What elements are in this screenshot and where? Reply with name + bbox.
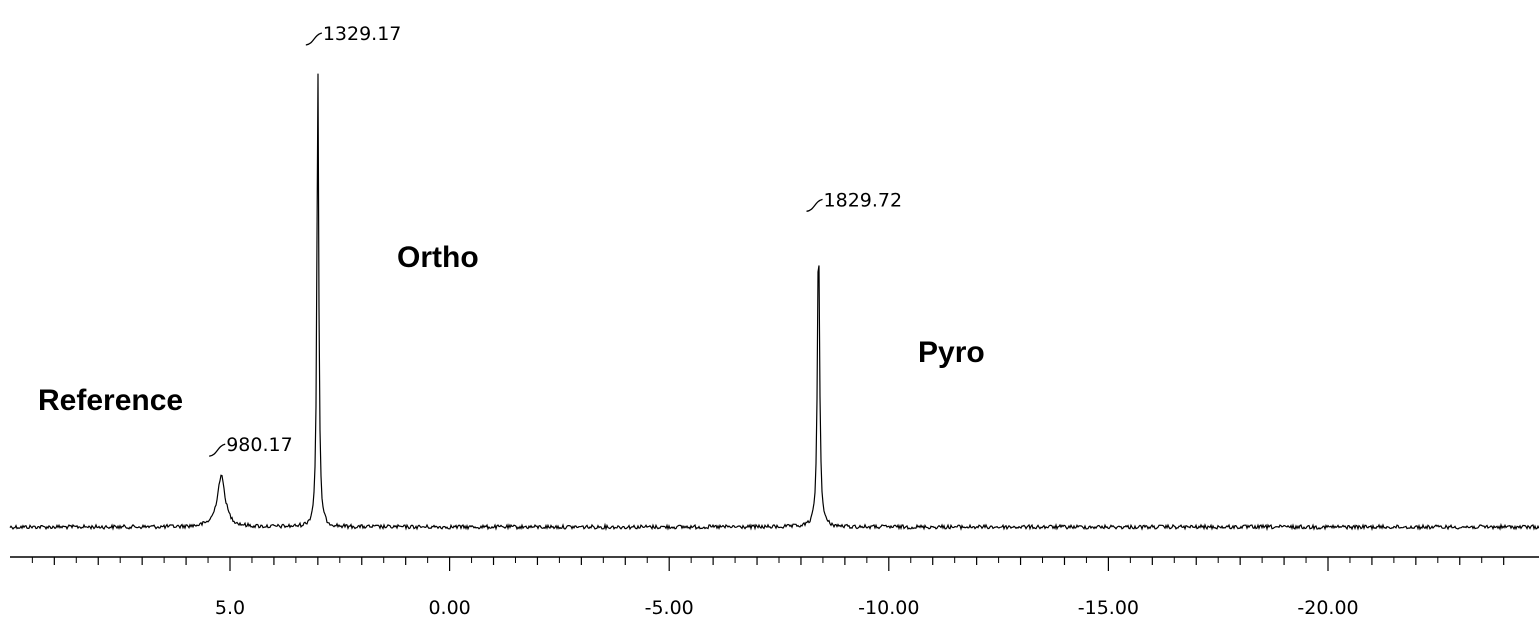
x-tick-label: -5.00 [645, 597, 694, 619]
integral-curves [209, 32, 823, 457]
pyro-label: Pyro [918, 336, 985, 369]
integral-curve-2 [305, 32, 323, 46]
spectrum-trace [9, 73, 1539, 532]
x-tick-label: 0.00 [428, 597, 470, 619]
x-axis-ticks [31, 557, 1505, 571]
integral-label-1: 980.17 [226, 434, 292, 456]
reference-label: Reference [38, 384, 183, 417]
x-axis-tick-labels: 5.0 0.00 -5.00 -10.00 -15.00 -20.00 [215, 597, 1359, 619]
integral-labels: 980.17 1329.17 1829.72 [226, 23, 902, 456]
x-tick-label: -10.00 [858, 597, 919, 619]
integral-curve-1 [209, 443, 226, 457]
x-tick-label: 5.0 [215, 597, 245, 619]
integral-curve-3 [806, 198, 823, 212]
integral-label-3: 1829.72 [824, 189, 903, 211]
ortho-label: Ortho [397, 241, 479, 274]
integral-label-2: 1329.17 [323, 23, 402, 45]
x-tick-label: -20.00 [1297, 597, 1358, 619]
x-tick-label: -15.00 [1078, 597, 1139, 619]
